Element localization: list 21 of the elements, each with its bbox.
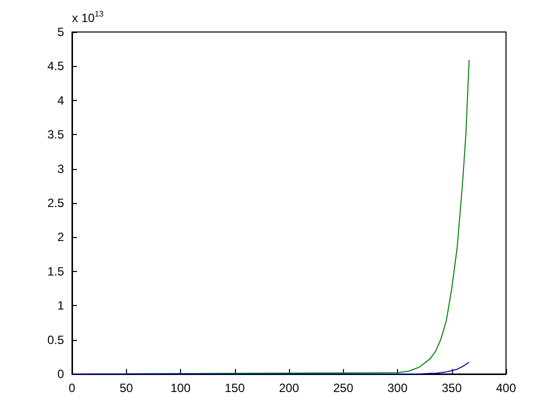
y-tick-label: 5 <box>57 25 64 39</box>
y-tick-label: 2.5 <box>47 196 64 210</box>
y-tick-label: 3.5 <box>47 128 64 142</box>
y-tick-label: 0 <box>57 367 64 381</box>
x-tick-label: 100 <box>170 381 191 395</box>
x-tick-label: 50 <box>120 381 134 395</box>
y-tick-label: 1 <box>57 298 64 313</box>
x-tick-label: 0 <box>68 381 76 395</box>
y-tick-label: 1.5 <box>47 264 64 278</box>
y-tick-label: 4 <box>57 93 64 108</box>
x-tick-label: 150 <box>224 381 246 395</box>
x-tick-label: 250 <box>333 381 354 395</box>
line-series <box>72 362 470 374</box>
x-tick-label: 400 <box>496 381 516 395</box>
x-tick-label: 200 <box>278 381 300 395</box>
y-tick-label: 3 <box>57 162 64 176</box>
x-tick-label: 350 <box>442 381 462 395</box>
y-tick-label: 0.5 <box>47 332 64 347</box>
y-tick-label: 2 <box>57 230 64 244</box>
y-tick-label: 4.5 <box>47 59 64 74</box>
x-tick-label: 300 <box>387 381 408 395</box>
